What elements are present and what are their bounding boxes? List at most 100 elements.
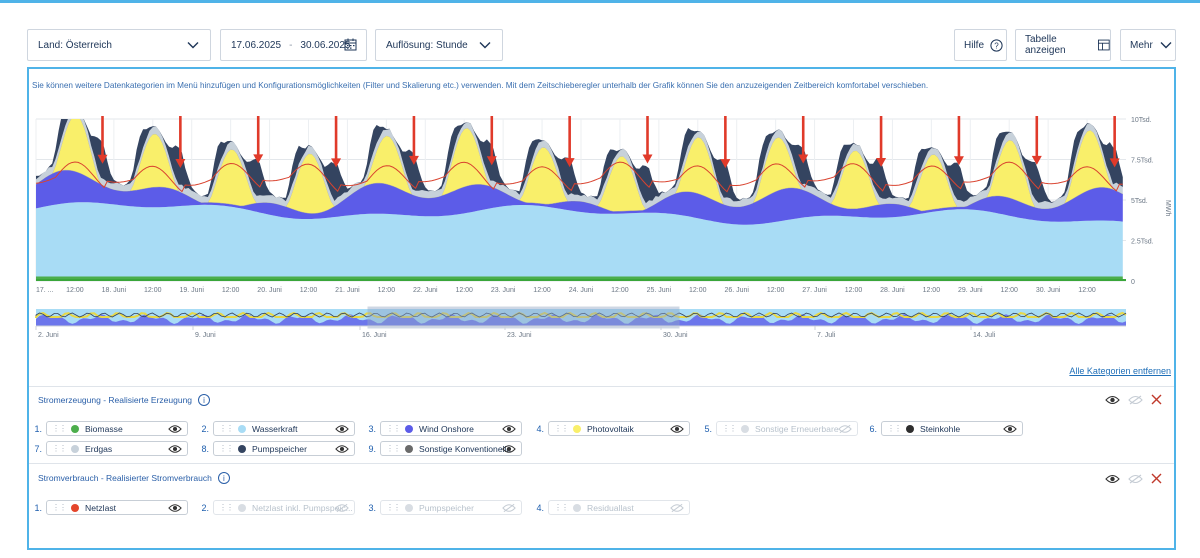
eye-icon[interactable] bbox=[168, 424, 182, 434]
chevron-down-icon bbox=[187, 42, 199, 49]
legend-item-pill[interactable]: ⋮⋮ Biomasse bbox=[46, 421, 188, 436]
close-icon[interactable] bbox=[1151, 394, 1162, 405]
legend-item[interactable]: 5. ⋮⋮ Sonstige Erneuerbare bbox=[695, 421, 858, 436]
date-separator: - bbox=[289, 39, 293, 51]
drag-handle-icon[interactable]: ⋮⋮ bbox=[554, 503, 569, 512]
legend-item-pill[interactable]: ⋮⋮ Sonstige Erneuerbare bbox=[716, 421, 858, 436]
x-tick-label: 23. Juni bbox=[491, 287, 516, 294]
navigator-selection-window[interactable] bbox=[367, 306, 680, 329]
legend-item[interactable]: 2. ⋮⋮ Wasserkraft bbox=[192, 421, 355, 436]
legend-item[interactable]: 6. ⋮⋮ Steinkohle bbox=[860, 421, 1023, 436]
help-label: Hilfe bbox=[964, 39, 985, 51]
legend-item-pill[interactable]: ⋮⋮ Sonstige Konventionelle bbox=[380, 441, 522, 456]
eye-icon[interactable] bbox=[168, 444, 182, 454]
drag-handle-icon[interactable]: ⋮⋮ bbox=[386, 424, 401, 433]
legend-item-number: 4. bbox=[536, 502, 544, 513]
drag-handle-icon[interactable]: ⋮⋮ bbox=[386, 444, 401, 453]
legend-item-pill[interactable]: ⋮⋮ Residuallast bbox=[548, 500, 690, 515]
info-icon[interactable]: i bbox=[217, 472, 230, 484]
legend-item[interactable]: 2. ⋮⋮ Netzlast inkl. Pumpspeic... bbox=[192, 500, 355, 515]
navigator-tick-label: 9. Juni bbox=[195, 332, 216, 339]
more-menu-button[interactable]: Mehr bbox=[1120, 29, 1176, 61]
eye-off-icon[interactable] bbox=[335, 503, 349, 513]
eye-icon[interactable] bbox=[670, 424, 684, 434]
peak-arrow-head bbox=[97, 154, 108, 164]
y-tick-label: 5Tsd. bbox=[1131, 198, 1148, 205]
eye-icon[interactable] bbox=[1105, 474, 1120, 484]
legend-item-pill[interactable]: ⋮⋮ Photovoltaik bbox=[548, 421, 690, 436]
x-tick-label: 30. Juni bbox=[1036, 287, 1061, 294]
eye-icon[interactable] bbox=[1105, 395, 1120, 405]
date-from[interactable]: 17.06.2025 bbox=[231, 39, 282, 51]
date-to[interactable]: 30.06.2025 bbox=[300, 39, 351, 51]
legend-item[interactable]: 3. ⋮⋮ Pumpspeicher bbox=[359, 500, 522, 515]
legend-item-pill[interactable]: ⋮⋮ Pumpspeicher bbox=[380, 500, 522, 515]
eye-off-icon[interactable] bbox=[1128, 395, 1143, 405]
remove-all-categories-link[interactable]: Alle Kategorien entfernen bbox=[1069, 366, 1171, 376]
drag-handle-icon[interactable]: ⋮⋮ bbox=[52, 424, 67, 433]
drag-handle-icon[interactable]: ⋮⋮ bbox=[386, 503, 401, 512]
x-tick-label: 12:00 bbox=[767, 287, 785, 294]
drag-handle-icon[interactable]: ⋮⋮ bbox=[554, 424, 569, 433]
legend-item-pill[interactable]: ⋮⋮ Wasserkraft bbox=[213, 421, 355, 436]
country-select-label: Land: Österreich bbox=[38, 39, 112, 51]
x-tick-label: 21. Juni bbox=[335, 287, 360, 294]
drag-handle-icon[interactable]: ⋮⋮ bbox=[722, 424, 737, 433]
peak-arrows bbox=[97, 116, 1120, 169]
consumption-section-actions bbox=[1105, 473, 1162, 484]
eye-off-icon[interactable] bbox=[1128, 474, 1143, 484]
peak-arrow-head bbox=[1031, 155, 1042, 165]
drag-handle-icon[interactable]: ⋮⋮ bbox=[219, 424, 234, 433]
peak-arrow-head bbox=[953, 156, 964, 166]
legend-item-pill[interactable]: ⋮⋮ Pumpspeicher bbox=[213, 441, 355, 456]
legend-item[interactable]: 7. ⋮⋮ Erdgas bbox=[25, 441, 188, 456]
legend-item[interactable]: 8. ⋮⋮ Pumpspeicher bbox=[192, 441, 355, 456]
drag-handle-icon[interactable]: ⋮⋮ bbox=[52, 503, 67, 512]
help-button[interactable]: Hilfe ? bbox=[954, 29, 1007, 61]
navigator-tick-label: 7. Juli bbox=[817, 332, 836, 339]
eye-icon[interactable] bbox=[335, 424, 349, 434]
generation-chart[interactable]: 10Tsd. 7.5Tsd. 5Tsd. 2.5Tsd. 0 MWh 17. ... 12:0… bbox=[29, 69, 1178, 369]
date-range-picker[interactable]: 17.06.2025 - 30.06.2025 bbox=[220, 29, 367, 61]
eye-icon[interactable] bbox=[1003, 424, 1017, 434]
eye-icon[interactable] bbox=[168, 503, 182, 513]
legend-item-number: 2. bbox=[201, 502, 209, 513]
close-icon[interactable] bbox=[1151, 473, 1162, 484]
eye-off-icon[interactable] bbox=[670, 503, 684, 513]
country-select[interactable]: Land: Österreich bbox=[27, 29, 211, 61]
legend-item-pill[interactable]: ⋮⋮ Netzlast bbox=[46, 500, 188, 515]
drag-handle-icon[interactable]: ⋮⋮ bbox=[52, 444, 67, 453]
legend-item[interactable]: 1. ⋮⋮ Biomasse bbox=[25, 421, 188, 436]
eye-off-icon[interactable] bbox=[838, 424, 852, 434]
legend-item-label: Erdgas bbox=[85, 443, 113, 454]
legend-item-number: 3. bbox=[368, 502, 376, 513]
legend-item-pill[interactable]: ⋮⋮ Steinkohle bbox=[881, 421, 1023, 436]
eye-icon[interactable] bbox=[502, 424, 516, 434]
eye-icon[interactable] bbox=[502, 444, 516, 454]
top-accent-bar bbox=[0, 0, 1200, 3]
calendar-icon[interactable] bbox=[344, 38, 357, 51]
drag-handle-icon[interactable]: ⋮⋮ bbox=[887, 424, 902, 433]
drag-handle-icon[interactable]: ⋮⋮ bbox=[219, 503, 234, 512]
info-text: Sie können weitere Datenkategorien im Me… bbox=[32, 81, 929, 90]
show-table-button[interactable]: Tabelle anzeigen bbox=[1015, 29, 1111, 61]
x-tick-label: 12:00 bbox=[923, 287, 941, 294]
info-icon[interactable]: i bbox=[198, 394, 211, 406]
legend-item-pill[interactable]: ⋮⋮ Erdgas bbox=[46, 441, 188, 456]
drag-handle-icon[interactable]: ⋮⋮ bbox=[219, 444, 234, 453]
y-tick-label: 7.5Tsd. bbox=[1131, 158, 1154, 165]
legend-item[interactable]: 4. ⋮⋮ Residuallast bbox=[527, 500, 690, 515]
eye-off-icon[interactable] bbox=[502, 503, 516, 513]
resolution-select[interactable]: Auflösung: Stunde bbox=[375, 29, 503, 61]
divider bbox=[29, 463, 1174, 464]
x-tick-label: 12:00 bbox=[378, 287, 396, 294]
time-navigator[interactable]: 2. Juni 9. Juni 16. Juni 23. Juni 30. Juni 7.… bbox=[29, 69, 1178, 369]
legend-item-pill[interactable]: ⋮⋮ Wind Onshore bbox=[380, 421, 522, 436]
legend-item[interactable]: 1. ⋮⋮ Netzlast bbox=[25, 500, 188, 515]
legend-item[interactable]: 4. ⋮⋮ Photovoltaik bbox=[527, 421, 690, 436]
table-icon bbox=[1098, 39, 1110, 51]
legend-item-pill[interactable]: ⋮⋮ Netzlast inkl. Pumpspeic... bbox=[213, 500, 355, 515]
legend-item[interactable]: 9. ⋮⋮ Sonstige Konventionelle bbox=[359, 441, 522, 456]
legend-item[interactable]: 3. ⋮⋮ Wind Onshore bbox=[359, 421, 522, 436]
eye-icon[interactable] bbox=[335, 444, 349, 454]
